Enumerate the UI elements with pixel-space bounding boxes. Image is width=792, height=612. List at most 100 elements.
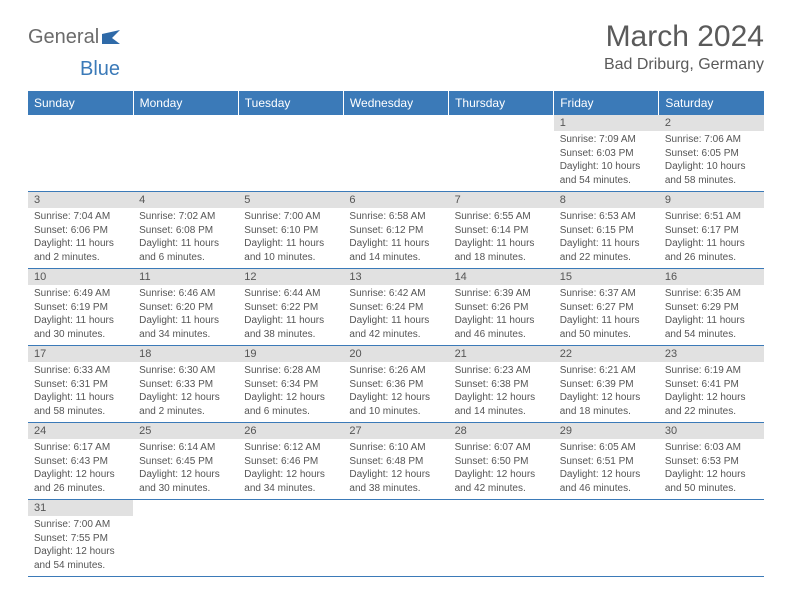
sunset-text: Sunset: 6:45 PM [139, 455, 232, 469]
sunset-text: Sunset: 6:50 PM [455, 455, 548, 469]
sunrise-text: Sunrise: 6:07 AM [455, 441, 548, 455]
calendar-week-row: 3Sunrise: 7:04 AMSunset: 6:06 PMDaylight… [28, 192, 764, 269]
day-details: Sunrise: 7:00 AMSunset: 6:10 PMDaylight:… [238, 208, 343, 268]
day-details: Sunrise: 7:06 AMSunset: 6:05 PMDaylight:… [659, 131, 764, 191]
calendar-day-cell: 7Sunrise: 6:55 AMSunset: 6:14 PMDaylight… [449, 192, 554, 269]
calendar-day-cell: 23Sunrise: 6:19 AMSunset: 6:41 PMDayligh… [659, 346, 764, 423]
daylight-text: Daylight: 10 hours and 54 minutes. [560, 160, 653, 187]
calendar-day-cell [554, 500, 659, 577]
day-details: Sunrise: 6:05 AMSunset: 6:51 PMDaylight:… [554, 439, 659, 499]
calendar-day-cell: 30Sunrise: 6:03 AMSunset: 6:53 PMDayligh… [659, 423, 764, 500]
sunrise-text: Sunrise: 6:17 AM [34, 441, 127, 455]
daylight-text: Daylight: 10 hours and 58 minutes. [665, 160, 758, 187]
day-number: 12 [238, 269, 343, 285]
calendar-week-row: 24Sunrise: 6:17 AMSunset: 6:43 PMDayligh… [28, 423, 764, 500]
day-details [133, 131, 238, 183]
calendar-week-row: 1Sunrise: 7:09 AMSunset: 6:03 PMDaylight… [28, 115, 764, 192]
sunrise-text: Sunrise: 7:06 AM [665, 133, 758, 147]
month-title: March 2024 [604, 20, 764, 54]
calendar-day-cell: 5Sunrise: 7:00 AMSunset: 6:10 PMDaylight… [238, 192, 343, 269]
day-number: 20 [343, 346, 448, 362]
day-details: Sunrise: 6:14 AMSunset: 6:45 PMDaylight:… [133, 439, 238, 499]
sunrise-text: Sunrise: 6:19 AM [665, 364, 758, 378]
logo-flag-icon [102, 30, 124, 46]
weekday-header: Thursday [449, 91, 554, 115]
day-details [449, 516, 554, 568]
sunset-text: Sunset: 6:10 PM [244, 224, 337, 238]
weekday-header: Friday [554, 91, 659, 115]
day-details: Sunrise: 6:10 AMSunset: 6:48 PMDaylight:… [343, 439, 448, 499]
day-number: 7 [449, 192, 554, 208]
sunset-text: Sunset: 6:46 PM [244, 455, 337, 469]
sunrise-text: Sunrise: 6:14 AM [139, 441, 232, 455]
calendar-day-cell: 29Sunrise: 6:05 AMSunset: 6:51 PMDayligh… [554, 423, 659, 500]
sunset-text: Sunset: 6:19 PM [34, 301, 127, 315]
daylight-text: Daylight: 11 hours and 30 minutes. [34, 314, 127, 341]
day-number: 23 [659, 346, 764, 362]
calendar-day-cell: 1Sunrise: 7:09 AMSunset: 6:03 PMDaylight… [554, 115, 659, 192]
day-details: Sunrise: 6:23 AMSunset: 6:38 PMDaylight:… [449, 362, 554, 422]
day-details: Sunrise: 6:26 AMSunset: 6:36 PMDaylight:… [343, 362, 448, 422]
daylight-text: Daylight: 11 hours and 42 minutes. [349, 314, 442, 341]
sunset-text: Sunset: 6:03 PM [560, 147, 653, 161]
day-details [554, 516, 659, 568]
day-number: 31 [28, 500, 133, 516]
day-details: Sunrise: 6:58 AMSunset: 6:12 PMDaylight:… [343, 208, 448, 268]
sunrise-text: Sunrise: 6:46 AM [139, 287, 232, 301]
sunset-text: Sunset: 6:31 PM [34, 378, 127, 392]
sunrise-text: Sunrise: 7:02 AM [139, 210, 232, 224]
calendar-day-cell: 12Sunrise: 6:44 AMSunset: 6:22 PMDayligh… [238, 269, 343, 346]
daylight-text: Daylight: 11 hours and 22 minutes. [560, 237, 653, 264]
sunset-text: Sunset: 6:26 PM [455, 301, 548, 315]
calendar-day-cell: 8Sunrise: 6:53 AMSunset: 6:15 PMDaylight… [554, 192, 659, 269]
day-number: 8 [554, 192, 659, 208]
weekday-header: Saturday [659, 91, 764, 115]
calendar-week-row: 17Sunrise: 6:33 AMSunset: 6:31 PMDayligh… [28, 346, 764, 423]
sunrise-text: Sunrise: 7:04 AM [34, 210, 127, 224]
day-details: Sunrise: 6:28 AMSunset: 6:34 PMDaylight:… [238, 362, 343, 422]
day-details [343, 516, 448, 568]
daylight-text: Daylight: 12 hours and 42 minutes. [455, 468, 548, 495]
logo-text-1: General [28, 26, 99, 49]
calendar-day-cell: 15Sunrise: 6:37 AMSunset: 6:27 PMDayligh… [554, 269, 659, 346]
calendar-day-cell: 19Sunrise: 6:28 AMSunset: 6:34 PMDayligh… [238, 346, 343, 423]
sunset-text: Sunset: 6:38 PM [455, 378, 548, 392]
day-number [238, 115, 343, 131]
sunset-text: Sunset: 6:27 PM [560, 301, 653, 315]
daylight-text: Daylight: 12 hours and 14 minutes. [455, 391, 548, 418]
day-number [449, 115, 554, 131]
sunrise-text: Sunrise: 6:42 AM [349, 287, 442, 301]
calendar-day-cell [133, 115, 238, 192]
daylight-text: Daylight: 12 hours and 54 minutes. [34, 545, 127, 572]
day-number: 2 [659, 115, 764, 131]
calendar-day-cell: 16Sunrise: 6:35 AMSunset: 6:29 PMDayligh… [659, 269, 764, 346]
calendar-day-cell: 14Sunrise: 6:39 AMSunset: 6:26 PMDayligh… [449, 269, 554, 346]
day-details: Sunrise: 6:30 AMSunset: 6:33 PMDaylight:… [133, 362, 238, 422]
daylight-text: Daylight: 11 hours and 6 minutes. [139, 237, 232, 264]
day-number [449, 500, 554, 516]
sunset-text: Sunset: 6:06 PM [34, 224, 127, 238]
sunrise-text: Sunrise: 6:35 AM [665, 287, 758, 301]
daylight-text: Daylight: 12 hours and 50 minutes. [665, 468, 758, 495]
calendar-day-cell: 27Sunrise: 6:10 AMSunset: 6:48 PMDayligh… [343, 423, 448, 500]
sunset-text: Sunset: 6:22 PM [244, 301, 337, 315]
daylight-text: Daylight: 11 hours and 46 minutes. [455, 314, 548, 341]
calendar-day-cell: 21Sunrise: 6:23 AMSunset: 6:38 PMDayligh… [449, 346, 554, 423]
daylight-text: Daylight: 12 hours and 2 minutes. [139, 391, 232, 418]
sunset-text: Sunset: 6:12 PM [349, 224, 442, 238]
day-details: Sunrise: 7:00 AMSunset: 7:55 PMDaylight:… [28, 516, 133, 576]
title-area: March 2024 Bad Driburg, Germany [604, 20, 764, 74]
sunset-text: Sunset: 6:34 PM [244, 378, 337, 392]
day-number: 29 [554, 423, 659, 439]
day-details [238, 131, 343, 183]
day-number [133, 115, 238, 131]
day-details: Sunrise: 6:03 AMSunset: 6:53 PMDaylight:… [659, 439, 764, 499]
day-details [449, 131, 554, 183]
sunset-text: Sunset: 6:51 PM [560, 455, 653, 469]
calendar-day-cell: 4Sunrise: 7:02 AMSunset: 6:08 PMDaylight… [133, 192, 238, 269]
day-number: 22 [554, 346, 659, 362]
sunset-text: Sunset: 6:41 PM [665, 378, 758, 392]
day-number: 30 [659, 423, 764, 439]
day-number: 13 [343, 269, 448, 285]
calendar-day-cell [133, 500, 238, 577]
